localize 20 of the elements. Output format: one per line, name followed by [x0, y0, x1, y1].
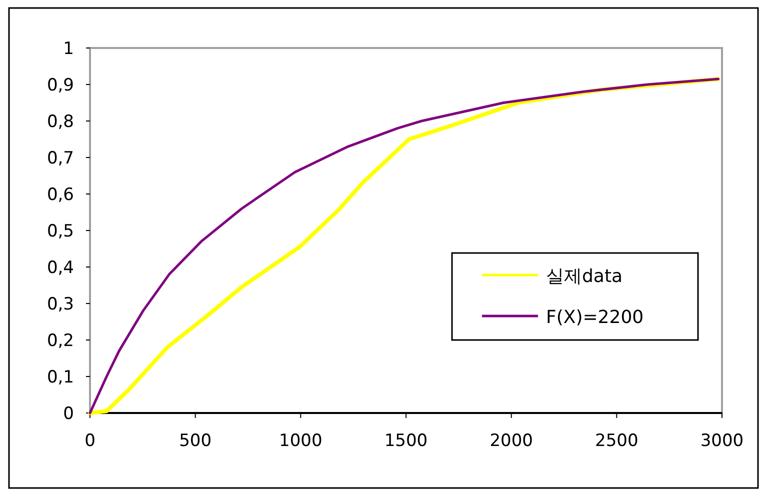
y-tick-label: 0,6	[46, 185, 74, 205]
x-tick-label: 500	[179, 431, 212, 451]
y-tick-label: 1	[63, 39, 74, 59]
y-tick-label: 0,5	[46, 222, 74, 242]
y-tick-label: 0,4	[46, 258, 74, 278]
y-tick-label: 0,1	[46, 368, 74, 388]
x-tick-label: 1000	[279, 431, 322, 451]
legend-label: F(X)=2200	[546, 307, 644, 328]
x-tick-label: 2500	[595, 431, 638, 451]
x-tick-label: 0	[84, 431, 96, 451]
legend-label: 실제data	[546, 266, 623, 287]
y-tick-label: 0,3	[46, 294, 74, 314]
y-tick-label: 0,9	[46, 76, 74, 96]
y-tick-label: 0,7	[46, 148, 74, 168]
y-tick-label: 0,2	[46, 331, 74, 351]
x-tick-label: 3000	[700, 431, 744, 451]
x-tick-label: 1500	[384, 431, 428, 451]
y-tick-label: 0	[63, 404, 74, 424]
x-tick-label: 2000	[490, 431, 533, 451]
y-tick-label: 0,8	[46, 112, 74, 132]
